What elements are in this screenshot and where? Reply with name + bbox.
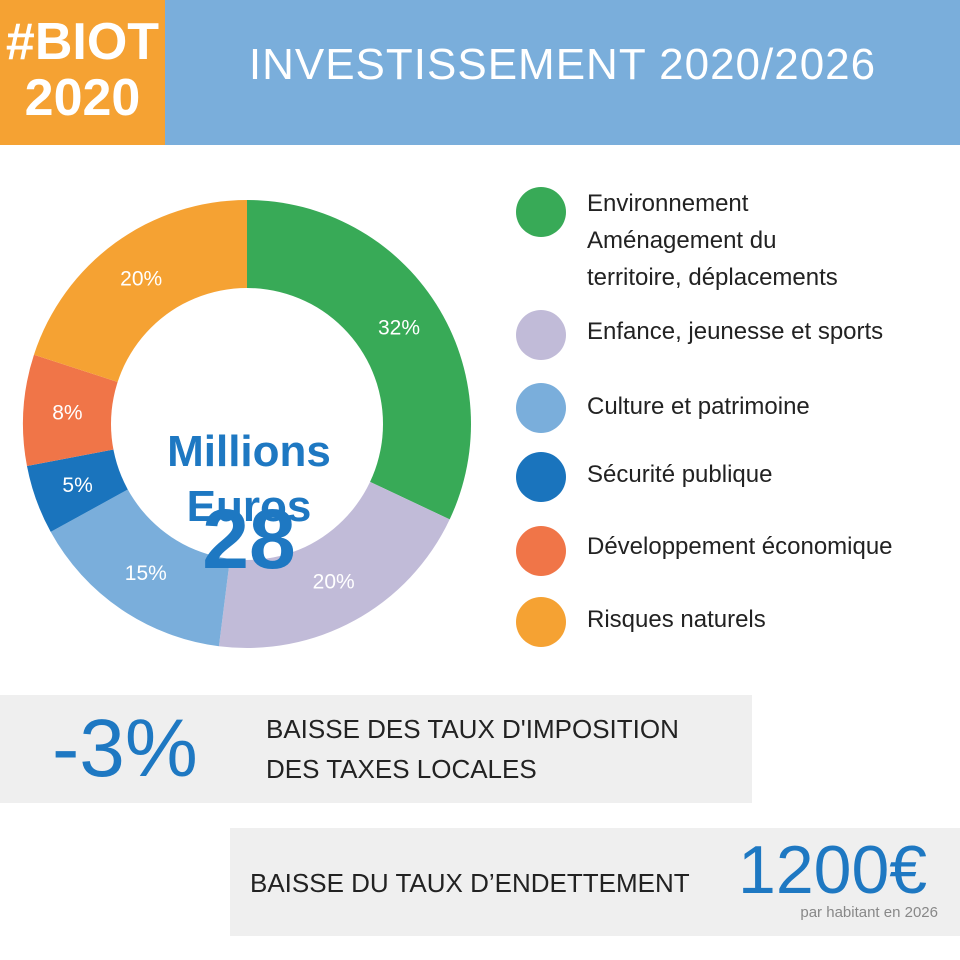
legend-dot — [516, 187, 566, 237]
legend-label: Sécurité publique — [587, 461, 773, 488]
logo-line-1: #BIOT — [5, 13, 160, 71]
center-line-2: Euros — [187, 482, 312, 531]
donut-slice-labels: 32% 20% 15% 5% 8% 20% — [52, 267, 420, 593]
legend-dot — [516, 526, 566, 576]
legend-dot — [516, 597, 566, 647]
tax-panel: -3% BAISSE DES TAUX D'IMPOSITION DES TAX… — [0, 695, 752, 803]
donut-hole — [111, 288, 383, 560]
center-line-1: Millions — [167, 427, 331, 476]
slice-label-2: 15% — [125, 562, 167, 585]
tax-text: BAISSE DES TAUX D'IMPOSITION DES TAXES L… — [266, 709, 736, 789]
legend-dot — [516, 452, 566, 502]
tax-line-1: BAISSE DES TAUX D'IMPOSITION — [266, 714, 679, 744]
legend-label: Culture et patrimoine — [587, 393, 810, 420]
slice-label-3: 5% — [62, 474, 92, 497]
slice-label-1: 20% — [313, 571, 355, 594]
debt-value: 1200€ — [738, 832, 928, 908]
legend-label: Développement économique — [587, 533, 893, 560]
tax-line-2: DES TAXES LOCALES — [266, 754, 537, 784]
tax-value: -3% — [52, 703, 198, 794]
slice-label-4: 8% — [52, 402, 82, 425]
debt-panel: BAISSE DU TAUX D’ENDETTEMENT 1200€ par h… — [230, 828, 960, 936]
debt-subtext: par habitant en 2026 — [800, 904, 938, 921]
center-value: 28 — [202, 492, 295, 586]
logo-badge: #BIOT 2020 — [0, 0, 165, 145]
legend-dot — [516, 383, 566, 433]
header-banner: INVESTISSEMENT 2020/2026 — [165, 0, 960, 145]
page-title: INVESTISSEMENT 2020/2026 — [248, 40, 877, 89]
logo-line-2: 2020 — [24, 69, 141, 127]
legend-dot — [516, 310, 566, 360]
legend-label: Risques naturels — [587, 606, 766, 633]
legend-label: Environnement Aménagement du territoire,… — [587, 190, 838, 291]
donut-chart: 32% 20% 15% 5% 8% 20% 28 Millions Euros — [23, 200, 471, 648]
slice-label-5: 20% — [120, 267, 162, 290]
slice-label-0: 32% — [378, 317, 420, 340]
legend-label: Enfance, jeunesse et sports — [587, 318, 884, 345]
debt-label: BAISSE DU TAUX D’ENDETTEMENT — [250, 868, 690, 898]
